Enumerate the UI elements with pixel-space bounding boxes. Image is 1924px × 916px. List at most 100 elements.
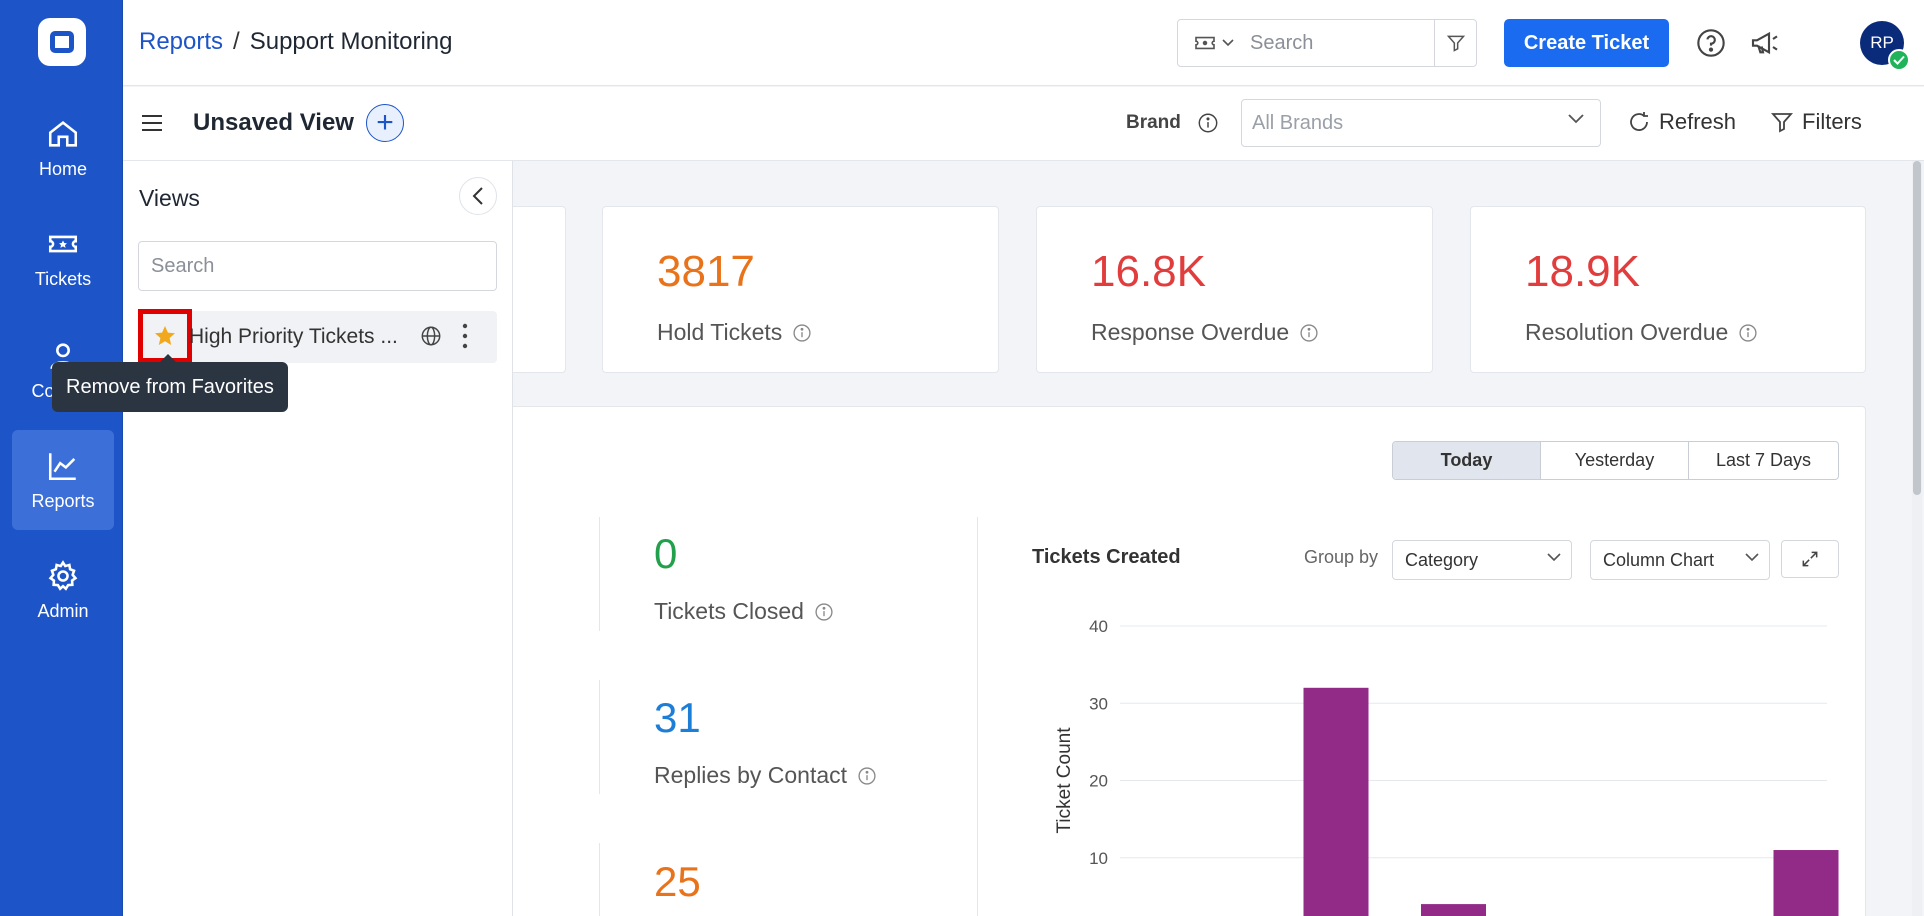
- app-logo[interactable]: [38, 18, 86, 66]
- brand-label: Brand: [1126, 112, 1181, 133]
- chevron-left-icon: [472, 187, 483, 205]
- stat-value: 16.8K: [1091, 247, 1206, 296]
- view-toolbar: Unsaved View + Brand All Brands Refresh …: [123, 87, 1924, 161]
- activity-panel: [470, 406, 1866, 916]
- nav-reports-label: Reports: [31, 490, 95, 511]
- help-icon[interactable]: [1695, 27, 1727, 59]
- stat-label: Hold Tickets: [657, 319, 783, 345]
- nav-tickets-label: Tickets: [34, 268, 92, 289]
- bar: [1773, 850, 1839, 916]
- info-icon: [1300, 323, 1318, 342]
- metric-label: Tickets Closed: [654, 598, 804, 624]
- metric-value: 31: [654, 694, 701, 741]
- brand-select[interactable]: All Brands: [1241, 99, 1601, 147]
- chart-type-select[interactable]: Column Chart: [1590, 540, 1770, 580]
- chevron-down-icon: [1568, 114, 1584, 124]
- top-header: Reports / Support Monitoring Search Create…: [123, 0, 1924, 86]
- filter-icon: [1446, 35, 1465, 52]
- megaphone-icon[interactable]: [1749, 27, 1781, 59]
- range-yesterday[interactable]: Yesterday: [1541, 442, 1689, 479]
- expand-icon: [1802, 551, 1818, 567]
- date-range-toggle: Today Yesterday Last 7 Days: [1392, 441, 1839, 480]
- view-list-item[interactable]: High Priority Tickets ...: [138, 309, 497, 363]
- breadcrumb-reports[interactable]: Reports: [139, 28, 224, 55]
- avatar[interactable]: RP: [1860, 21, 1910, 71]
- stat-value: 3817: [657, 247, 755, 296]
- brand-select-value: All Brands: [1252, 111, 1344, 134]
- info-icon: [793, 323, 811, 342]
- breadcrumb-separator: /: [233, 28, 240, 55]
- refresh-label: Refresh: [1659, 109, 1737, 134]
- ticket-icon: [1195, 36, 1215, 50]
- collapse-drawer-button[interactable]: [459, 177, 497, 215]
- stat-label: Response Overdue: [1091, 319, 1290, 345]
- info-icon: [815, 602, 833, 621]
- metric-value: 25: [654, 858, 701, 905]
- main-scrollbar[interactable]: [1912, 161, 1922, 916]
- gear-icon: [48, 559, 78, 591]
- nav-home[interactable]: Home: [12, 98, 114, 198]
- refresh-button[interactable]: Refresh: [1627, 109, 1736, 135]
- search-filter-button[interactable]: [1434, 20, 1476, 66]
- filters-button[interactable]: Filters: [1770, 109, 1862, 135]
- info-icon: [1198, 113, 1218, 133]
- bar: [1421, 904, 1486, 916]
- divider: [599, 843, 600, 916]
- global-search: Search: [1177, 19, 1477, 67]
- range-last-7-days[interactable]: Last 7 Days: [1715, 450, 1812, 470]
- view-title: Unsaved View: [193, 109, 354, 136]
- chart-type-value: Column Chart: [1603, 549, 1715, 570]
- views-search-input[interactable]: [138, 241, 497, 291]
- nav-admin[interactable]: Admin: [12, 540, 114, 640]
- views-drawer: Views High Priority Tickets ...: [123, 161, 513, 916]
- nav-admin-label: Admin: [37, 600, 89, 621]
- stat-card-hold[interactable]: 3817 Hold Tickets: [602, 206, 999, 373]
- add-view-button[interactable]: +: [366, 104, 404, 142]
- globe-icon: [421, 326, 441, 346]
- breadcrumb-current: Support Monitoring: [249, 28, 453, 55]
- stat-label: Resolution Overdue: [1525, 319, 1729, 345]
- divider: [977, 517, 978, 916]
- chart-line-icon: [48, 452, 76, 480]
- group-by-value: Category: [1405, 549, 1479, 570]
- menu-icon[interactable]: [141, 113, 163, 133]
- y-tick-label: 20: [1089, 772, 1108, 791]
- info-icon: [1739, 323, 1757, 342]
- group-by-label: Group by: [1304, 547, 1379, 567]
- bar: [1303, 687, 1369, 916]
- search-type-dropdown[interactable]: [1178, 20, 1250, 66]
- search-input[interactable]: Search: [1250, 31, 1314, 54]
- create-ticket-button[interactable]: Create Ticket: [1504, 19, 1669, 67]
- star-icon: [155, 326, 175, 345]
- breadcrumb: Reports / Support Monitoring: [139, 28, 453, 56]
- filter-icon: [1771, 113, 1793, 133]
- group-by-select[interactable]: Category: [1392, 540, 1572, 580]
- view-name: High Priority Tickets ...: [189, 325, 398, 348]
- chart-title: Tickets Created: [1032, 546, 1181, 568]
- info-icon: [858, 766, 876, 785]
- tooltip: Remove from Favorites: [52, 354, 288, 412]
- chevron-down-icon: [1547, 553, 1561, 562]
- drawer-title: Views: [139, 185, 200, 211]
- filters-label: Filters: [1802, 109, 1862, 134]
- divider: [599, 680, 600, 794]
- online-status-icon: [1888, 49, 1910, 71]
- y-tick-label: 10: [1089, 849, 1108, 868]
- chevron-down-icon: [1745, 553, 1759, 562]
- expand-chart-button[interactable]: [1781, 540, 1839, 578]
- y-tick-label: 40: [1089, 617, 1108, 636]
- nav-reports[interactable]: Reports: [12, 430, 114, 530]
- home-icon: [48, 120, 78, 147]
- scrollbar-thumb[interactable]: [1913, 161, 1921, 495]
- ticket-icon: [48, 235, 78, 252]
- more-options-icon[interactable]: [462, 323, 468, 349]
- stat-card-response-overdue[interactable]: 16.8K Response Overdue: [1036, 206, 1433, 373]
- nav-tickets[interactable]: Tickets: [12, 208, 114, 308]
- range-today[interactable]: Today: [1393, 442, 1541, 479]
- stat-value: 18.9K: [1525, 247, 1640, 296]
- metric-label: Replies by Contact: [654, 762, 848, 788]
- stat-card-resolution-overdue[interactable]: 18.9K Resolution Overdue: [1470, 206, 1866, 373]
- y-axis-label: Ticket Count: [1054, 727, 1075, 834]
- metric-value: 0: [654, 530, 678, 577]
- left-nav: Home Tickets Cor Reports Admin: [0, 0, 123, 916]
